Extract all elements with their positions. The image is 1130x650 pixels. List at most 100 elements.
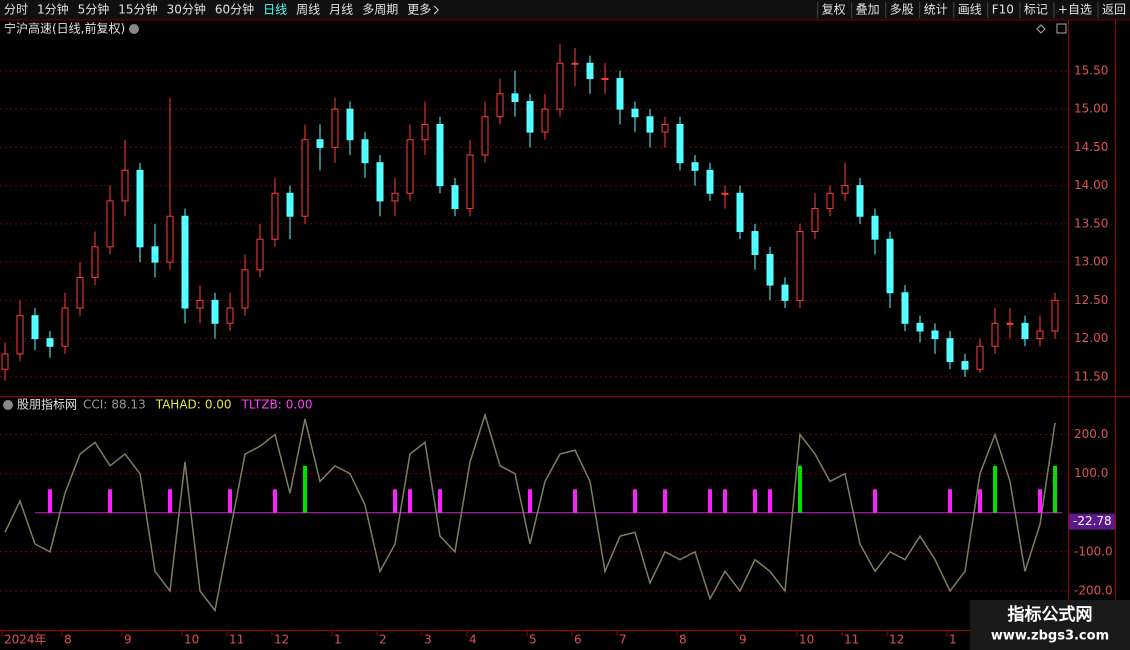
indicator-menu-icon[interactable]: [3, 400, 13, 410]
period-tab[interactable]: 30分钟: [167, 2, 206, 17]
indicator-title: 股朋指标网: [17, 397, 77, 412]
period-tab[interactable]: 60分钟: [215, 2, 254, 17]
signal-bar: [228, 489, 232, 513]
candle-body: [451, 185, 459, 210]
legend-value: 88.13: [111, 398, 145, 412]
action-button[interactable]: 标记: [1024, 3, 1048, 17]
candle-body: [571, 62, 579, 65]
candle-body: [61, 307, 69, 347]
signal-bar: [633, 489, 637, 513]
signal-bar: [753, 489, 757, 513]
cci-line: [4, 412, 1056, 613]
candle-body: [256, 238, 264, 271]
pane-icon[interactable]: [1036, 24, 1046, 34]
candle-body: [211, 299, 219, 324]
action-button[interactable]: 统计: [924, 3, 948, 17]
x-tick-label: 9: [124, 633, 132, 647]
candle-body: [436, 123, 444, 187]
candle-body: [541, 108, 549, 133]
period-tab[interactable]: 分时: [4, 3, 28, 17]
signal-bar: [993, 465, 997, 513]
candle-body: [646, 116, 654, 133]
signal-bar: [168, 489, 172, 513]
x-tick-label: 5: [529, 633, 537, 647]
candle-body: [886, 238, 894, 294]
candle-body: [361, 139, 369, 164]
action-button[interactable]: 画线: [958, 3, 982, 17]
signal-bar: [438, 489, 442, 513]
x-tick-label: 9: [739, 633, 747, 647]
candle-body: [31, 315, 39, 340]
candle-body: [196, 299, 204, 309]
action-button[interactable]: 叠加: [856, 3, 880, 17]
action-button[interactable]: +自选: [1058, 3, 1092, 17]
legend-value: 0.00: [286, 398, 313, 412]
watermark-url: www.zbgs3.com: [991, 629, 1109, 644]
y-tick-label: 11.50: [1074, 369, 1108, 383]
candle-body: [661, 123, 669, 133]
pane-max-icon[interactable]: [1056, 23, 1067, 34]
period-tab[interactable]: 5分钟: [78, 2, 110, 17]
candle-body: [676, 123, 684, 164]
candle-body: [976, 345, 984, 370]
title-menu-icon[interactable]: [129, 24, 139, 34]
candle-body: [511, 93, 519, 102]
candle-body: [946, 338, 954, 363]
legend-name: CCI:: [83, 398, 107, 412]
y-tick-label: 13.00: [1074, 255, 1108, 269]
signal-bar: [768, 489, 772, 513]
candle-body: [691, 162, 699, 171]
candle-body: [841, 185, 849, 194]
candle-body: [121, 169, 129, 202]
candle-body: [811, 208, 819, 233]
candle-body: [991, 322, 999, 347]
candle-body: [1, 353, 9, 370]
period-tab[interactable]: 日线: [263, 3, 287, 17]
x-tick-label: 11: [229, 633, 244, 647]
action-button[interactable]: F10: [992, 3, 1014, 17]
period-tab[interactable]: 1分钟: [37, 2, 69, 17]
x-tick-label: 7: [619, 633, 627, 647]
signal-bar: [528, 489, 532, 513]
action-button[interactable]: 返回: [1102, 3, 1126, 17]
candle-body: [826, 192, 834, 210]
candle-body: [286, 192, 294, 217]
candle-body: [136, 169, 144, 248]
period-tab[interactable]: 更多: [407, 3, 431, 17]
period-tab[interactable]: 月线: [329, 3, 353, 17]
candle-body: [466, 154, 474, 210]
candle-body: [76, 276, 84, 309]
x-tick-label: 12: [889, 633, 904, 647]
candle-body: [376, 162, 384, 202]
signal-bar: [1038, 489, 1042, 513]
period-tab[interactable]: 15分钟: [118, 2, 157, 17]
period-tab[interactable]: 多周期: [362, 3, 398, 17]
candle-body: [721, 192, 729, 195]
y-tick-label: 100.0: [1074, 466, 1108, 480]
action-button[interactable]: 复权: [822, 3, 846, 17]
candle-body: [496, 93, 504, 118]
candle-body: [601, 78, 609, 81]
x-tick-label: 10: [184, 633, 199, 647]
signal-bar: [303, 465, 307, 513]
action-button[interactable]: 多股: [890, 3, 914, 17]
candle-body: [316, 139, 324, 148]
y-tick-label: 12.00: [1074, 331, 1108, 345]
candle-body: [151, 246, 159, 263]
candle-body: [856, 185, 864, 217]
candle-body: [46, 338, 54, 347]
signal-bar: [978, 489, 982, 513]
candle-body: [16, 315, 24, 355]
candle-body: [391, 192, 399, 202]
y-tick-label: 14.00: [1074, 178, 1108, 192]
candle-body: [736, 192, 744, 233]
x-tick-label: 12: [274, 633, 289, 647]
x-tick-label: 11: [844, 633, 859, 647]
x-tick-label: 8: [679, 633, 687, 647]
signal-bar: [273, 489, 277, 513]
candle-body: [556, 62, 564, 110]
signal-bar: [573, 489, 577, 513]
y-tick-label: 15.00: [1074, 102, 1108, 116]
period-tab[interactable]: 周线: [296, 3, 320, 17]
